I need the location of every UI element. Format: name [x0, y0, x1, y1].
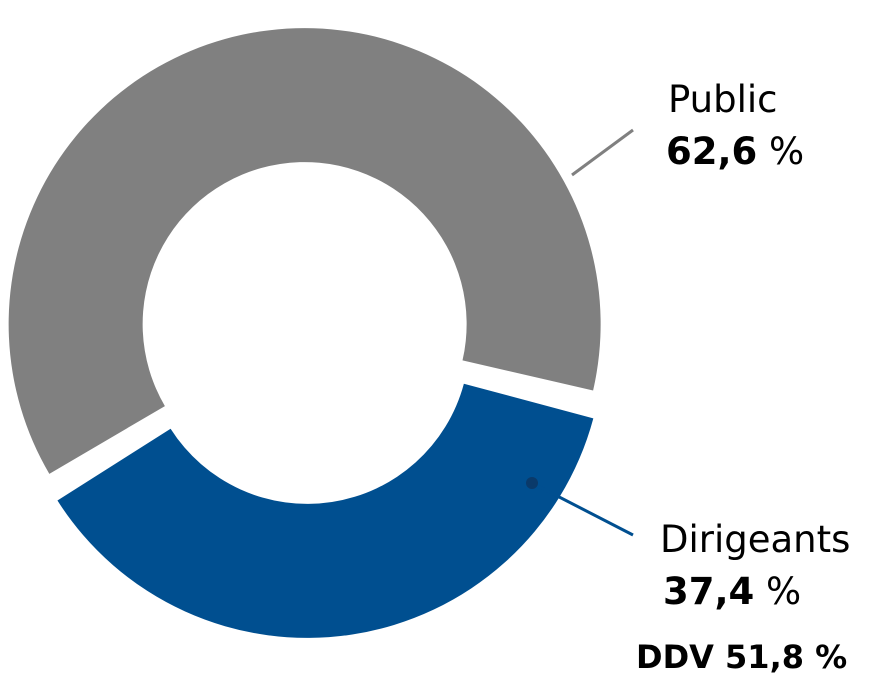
- value-label: 62,6 %: [666, 130, 804, 173]
- leader-line: [531, 481, 634, 537]
- value-label: 37,4 %: [663, 570, 801, 613]
- annotation: DDV 51,8 %: [636, 638, 847, 676]
- leader-line: [571, 128, 634, 177]
- category-label: Public: [668, 78, 778, 121]
- leader-dot: [526, 477, 538, 489]
- donut-slice: [8, 28, 601, 474]
- donut-slice: [57, 383, 594, 638]
- category-label: Dirigeants: [660, 518, 850, 561]
